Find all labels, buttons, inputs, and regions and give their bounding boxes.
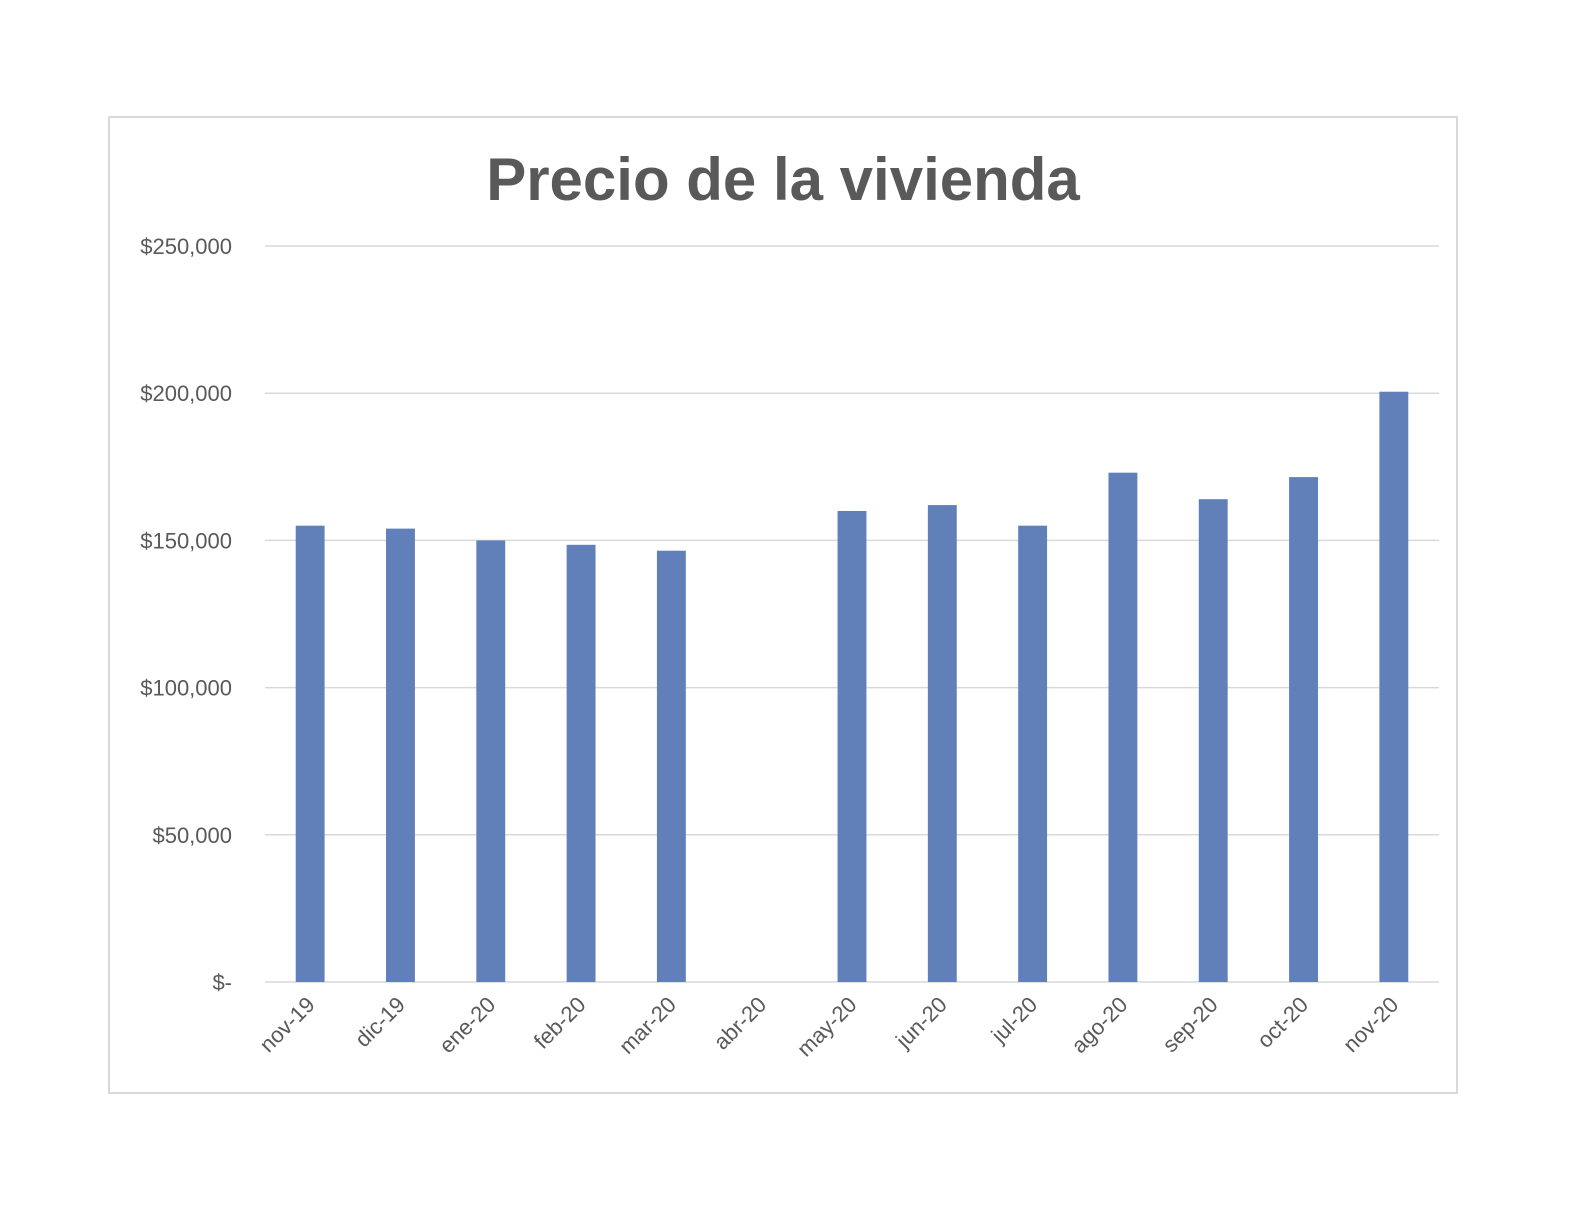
bar-ene-20 bbox=[476, 540, 506, 982]
y-tick-label: $150,000 bbox=[140, 528, 232, 553]
bar-jun-20 bbox=[927, 505, 957, 982]
x-tick-label: feb-20 bbox=[529, 992, 591, 1054]
bar-jul-20 bbox=[1018, 525, 1048, 982]
x-tick-label: jul-20 bbox=[986, 992, 1042, 1048]
x-tick-label: jun-20 bbox=[890, 992, 952, 1054]
bar-may-20 bbox=[837, 510, 867, 982]
bar-mar-20 bbox=[656, 550, 686, 982]
x-tick-label: oct-20 bbox=[1252, 992, 1313, 1053]
x-tick-label: nov-19 bbox=[254, 992, 319, 1057]
bar-sep-20 bbox=[1198, 499, 1228, 982]
y-tick-label: $250,000 bbox=[140, 234, 232, 259]
x-tick-label: dic-19 bbox=[350, 992, 410, 1052]
x-tick-label: mar-20 bbox=[614, 992, 681, 1059]
chart-svg: Precio de la vivienda $-$50,000$100,000$… bbox=[140, 146, 1439, 1062]
y-tick-label: $200,000 bbox=[140, 381, 232, 406]
y-axis-tick-labels: $- $50,000 $100,000 $150,000 $200,000 $250,00… bbox=[140, 234, 232, 995]
x-tick-label: ago-20 bbox=[1066, 992, 1132, 1058]
chart-area: Precio de la vivienda $- $50,000 $100,000 $… bbox=[108, 116, 1458, 1094]
x-axis-tick-labels: nov-19 dic-19 ene-20 feb-20 mar-20 abr-20 may-… bbox=[254, 992, 1403, 1062]
bar-feb-20 bbox=[566, 544, 596, 982]
bar-dic-19 bbox=[386, 528, 415, 982]
x-tick-label: sep-20 bbox=[1158, 992, 1223, 1057]
bars bbox=[295, 391, 1409, 982]
bar-nov-20 bbox=[1379, 391, 1409, 982]
x-tick-label: may-20 bbox=[792, 992, 862, 1062]
x-tick-label: nov-20 bbox=[1338, 992, 1403, 1057]
bar-nov-19 bbox=[295, 525, 325, 982]
y-tick-label: $100,000 bbox=[140, 676, 232, 701]
x-tick-label: abr-20 bbox=[709, 992, 772, 1055]
x-tick-label: ene-20 bbox=[434, 992, 500, 1058]
bar-ago-20 bbox=[1108, 472, 1138, 982]
chart-title: Precio de la vivienda bbox=[486, 146, 1080, 213]
y-tick-label: $- bbox=[212, 970, 232, 995]
bar-oct-20 bbox=[1289, 477, 1318, 982]
y-tick-label: $50,000 bbox=[152, 823, 232, 848]
